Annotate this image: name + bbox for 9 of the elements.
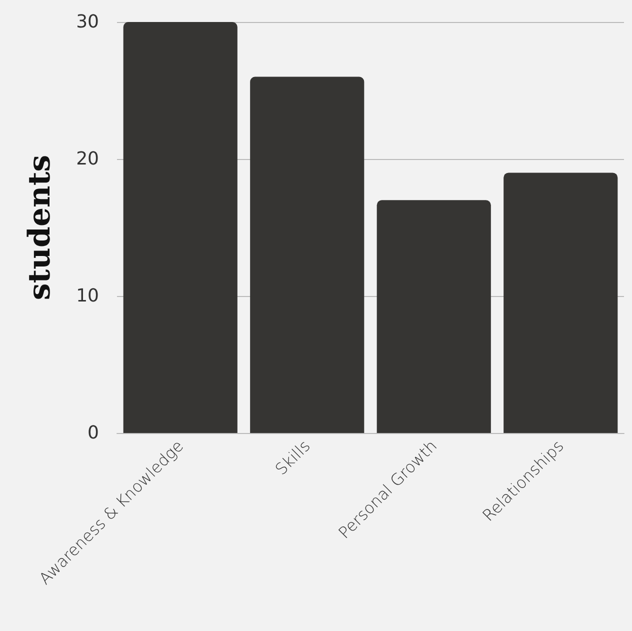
bar [376,200,491,433]
y-tick-label: 0 [88,422,99,444]
bar [123,22,238,433]
bar [250,76,364,433]
bar [504,172,618,433]
y-axis-title: students [22,154,58,300]
y-tick-label: 10 [76,286,99,306]
y-tick-label: 30 [76,12,99,32]
y-tick-label: 20 [76,148,99,170]
